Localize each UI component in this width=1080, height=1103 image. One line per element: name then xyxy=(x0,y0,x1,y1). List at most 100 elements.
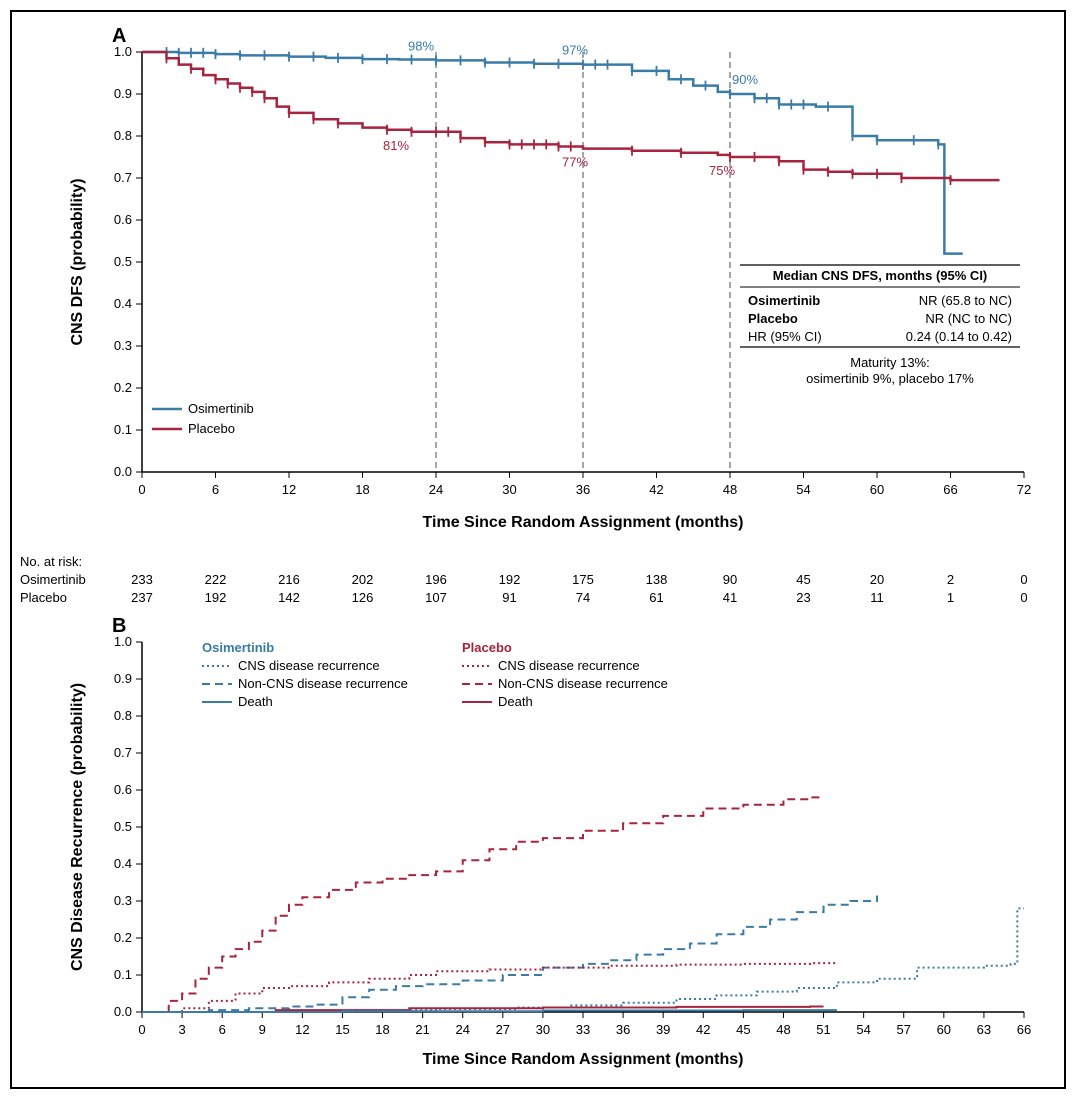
x-tick-label: 63 xyxy=(977,1022,991,1037)
risk-cell: 2 xyxy=(947,572,954,587)
x-tick-label: 60 xyxy=(937,1022,951,1037)
x-tick-label: 57 xyxy=(896,1022,910,1037)
figure-container: A0.00.10.20.30.40.50.60.70.80.91.0061218… xyxy=(10,10,1066,1089)
legend-item-label: Placebo xyxy=(188,421,235,436)
x-tick-label: 33 xyxy=(576,1022,590,1037)
stats-row-value: 0.24 (0.14 to 0.42) xyxy=(906,329,1012,344)
x-tick-label: 42 xyxy=(696,1022,710,1037)
y-tick-label: 0.1 xyxy=(114,967,132,982)
risk-cell: 233 xyxy=(131,572,153,587)
x-tick-label: 39 xyxy=(656,1022,670,1037)
x-tick-label: 6 xyxy=(212,482,219,497)
x-tick-label: 15 xyxy=(335,1022,349,1037)
risk-row-label: Osimertinib xyxy=(20,572,86,587)
risk-cell: 23 xyxy=(796,590,810,605)
risk-cell: 90 xyxy=(723,572,737,587)
risk-cell: 126 xyxy=(352,590,374,605)
risk-cell: 45 xyxy=(796,572,810,587)
risk-cell: 202 xyxy=(352,572,374,587)
y-tick-label: 0.0 xyxy=(114,1004,132,1019)
risk-cell: 11 xyxy=(870,590,884,605)
legend-item-label: Death xyxy=(238,694,273,709)
stats-footer: Maturity 13%: xyxy=(850,355,929,370)
risk-cell: 1 xyxy=(947,590,954,605)
incidence-curve xyxy=(142,962,837,1012)
legend-header-osim: Osimertinib xyxy=(202,640,274,655)
risk-cell: 61 xyxy=(649,590,663,605)
y-tick-label: 0.6 xyxy=(114,212,132,227)
risk-table-header: No. at risk: xyxy=(20,554,82,569)
risk-cell: 0 xyxy=(1020,572,1027,587)
risk-cell: 196 xyxy=(425,572,447,587)
risk-cell: 138 xyxy=(646,572,668,587)
x-tick-label: 24 xyxy=(429,482,443,497)
risk-cell: 192 xyxy=(205,590,227,605)
pct-annotation: 77% xyxy=(562,155,588,170)
x-tick-label: 45 xyxy=(736,1022,750,1037)
y-tick-label: 0.5 xyxy=(114,819,132,834)
x-tick-label: 12 xyxy=(282,482,296,497)
risk-cell: 74 xyxy=(576,590,590,605)
incidence-curve xyxy=(142,895,877,1012)
y-tick-label: 0.3 xyxy=(114,893,132,908)
stats-footer: osimertinib 9%, placebo 17% xyxy=(806,371,974,386)
x-tick-label: 42 xyxy=(649,482,663,497)
risk-table-svg: No. at risk:Osimertinib23322221620219619… xyxy=(12,552,1064,612)
risk-cell: 192 xyxy=(499,572,521,587)
x-tick-label: 51 xyxy=(816,1022,830,1037)
x-tick-label: 24 xyxy=(455,1022,469,1037)
risk-cell: 175 xyxy=(572,572,594,587)
x-tick-label: 0 xyxy=(138,1022,145,1037)
risk-cell: 20 xyxy=(870,572,884,587)
stats-row-label: HR (95% CI) xyxy=(748,329,822,344)
y-tick-label: 0.1 xyxy=(114,422,132,437)
y-axis-label: CNS Disease Recurrence (probability) xyxy=(69,683,86,971)
x-tick-label: 12 xyxy=(295,1022,309,1037)
stats-row-value: NR (NC to NC) xyxy=(925,311,1012,326)
panel-a-svg: A0.00.10.20.30.40.50.60.70.80.91.0061218… xyxy=(12,12,1064,552)
x-tick-label: 36 xyxy=(576,482,590,497)
legend-item-label: CNS disease recurrence xyxy=(498,658,640,673)
x-tick-label: 54 xyxy=(796,482,810,497)
legend-item-label: Death xyxy=(498,694,533,709)
panel-b-svg: B0.00.10.20.30.40.50.60.70.80.91.0036912… xyxy=(12,612,1064,1082)
x-tick-label: 48 xyxy=(723,482,737,497)
pct-annotation: 81% xyxy=(383,138,409,153)
x-axis-label: Time Since Random Assignment (months) xyxy=(423,514,744,531)
y-tick-label: 0.3 xyxy=(114,338,132,353)
y-axis-label: CNS DFS (probability) xyxy=(69,178,86,345)
x-tick-label: 54 xyxy=(856,1022,870,1037)
x-tick-label: 66 xyxy=(943,482,957,497)
km-curve xyxy=(142,52,963,254)
legend-b: OsimertinibPlaceboCNS disease recurrence… xyxy=(202,640,668,709)
y-tick-label: 1.0 xyxy=(114,634,132,649)
x-tick-label: 6 xyxy=(219,1022,226,1037)
x-tick-label: 66 xyxy=(1017,1022,1031,1037)
x-tick-label: 18 xyxy=(355,482,369,497)
incidence-curve xyxy=(142,797,824,1012)
legend-item-label: CNS disease recurrence xyxy=(238,658,380,673)
y-tick-label: 0.8 xyxy=(114,708,132,723)
x-tick-label: 48 xyxy=(776,1022,790,1037)
y-tick-label: 0.0 xyxy=(114,464,132,479)
x-tick-label: 30 xyxy=(536,1022,550,1037)
x-tick-label: 60 xyxy=(870,482,884,497)
pct-annotation: 98% xyxy=(408,38,434,53)
x-tick-label: 30 xyxy=(502,482,516,497)
risk-cell: 0 xyxy=(1020,590,1027,605)
legend-item-label: Osimertinib xyxy=(188,401,254,416)
y-tick-label: 0.4 xyxy=(114,296,132,311)
y-tick-label: 0.7 xyxy=(114,170,132,185)
x-tick-label: 3 xyxy=(178,1022,185,1037)
y-tick-label: 1.0 xyxy=(114,44,132,59)
x-tick-label: 21 xyxy=(415,1022,429,1037)
risk-cell: 142 xyxy=(278,590,300,605)
risk-cell: 107 xyxy=(425,590,447,605)
stats-row-value: NR (65.8 to NC) xyxy=(919,293,1012,308)
x-tick-label: 72 xyxy=(1017,482,1031,497)
y-tick-label: 0.7 xyxy=(114,745,132,760)
legend-item-label: Non-CNS disease recurrence xyxy=(238,676,408,691)
legend-item-label: Non-CNS disease recurrence xyxy=(498,676,668,691)
y-tick-label: 0.4 xyxy=(114,856,132,871)
stats-row-label: Placebo xyxy=(748,311,798,326)
